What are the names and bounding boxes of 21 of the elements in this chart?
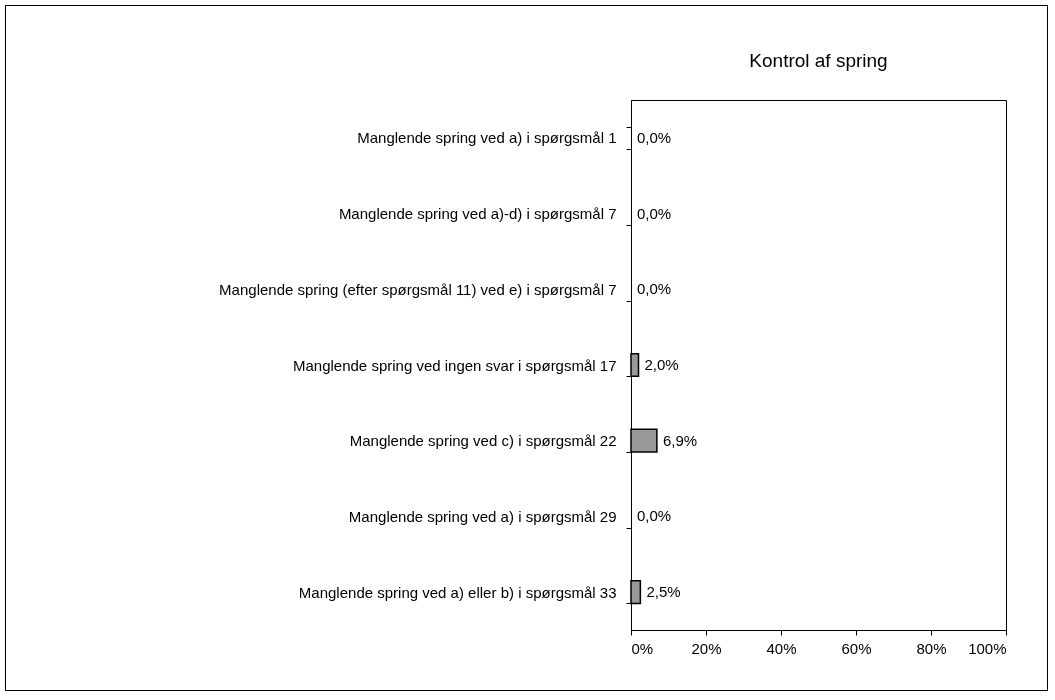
data-label: 2,0% — [644, 356, 679, 373]
x-tick-label: 40% — [766, 639, 797, 657]
data-label: 0,0% — [637, 280, 672, 298]
data-label: 6,9% — [662, 431, 698, 449]
data-label: 0,0% — [637, 128, 672, 146]
y-tick-label: Manglende spring ved a)-d) i spørgsmål 7 — [338, 205, 617, 223]
y-tick-label: Manglende spring ved ingen svar i spørgsmål 17 — [292, 356, 617, 374]
y-tick-label: Manglende spring ved a) i spørgsmål 1 — [357, 129, 617, 147]
y-tick-label: Manglende spring ved a) eller b) i spørgsmål 33 — [298, 583, 617, 601]
data-label: 0,0% — [637, 204, 672, 222]
y-tick-label: Manglende spring ved c) i spørgsmål 22 — [349, 432, 617, 450]
chart-title: Kontrol af spring — [749, 50, 888, 71]
y-tick-label: Manglende spring ved a) i spørgsmål 29 — [348, 507, 617, 525]
data-label: 2,5% — [646, 583, 681, 601]
x-tick-label: 60% — [841, 639, 872, 657]
x-tick-label: 80% — [916, 639, 947, 657]
data-label: 0,0% — [637, 507, 672, 525]
x-tick-label: 20% — [691, 639, 722, 657]
x-tick-label: 0% — [631, 639, 654, 657]
y-tick-label: Manglende spring (efter spørgsmål 11) ved e) i spørgsmål 7 — [219, 280, 617, 298]
x-tick-label: 100% — [968, 639, 1007, 657]
